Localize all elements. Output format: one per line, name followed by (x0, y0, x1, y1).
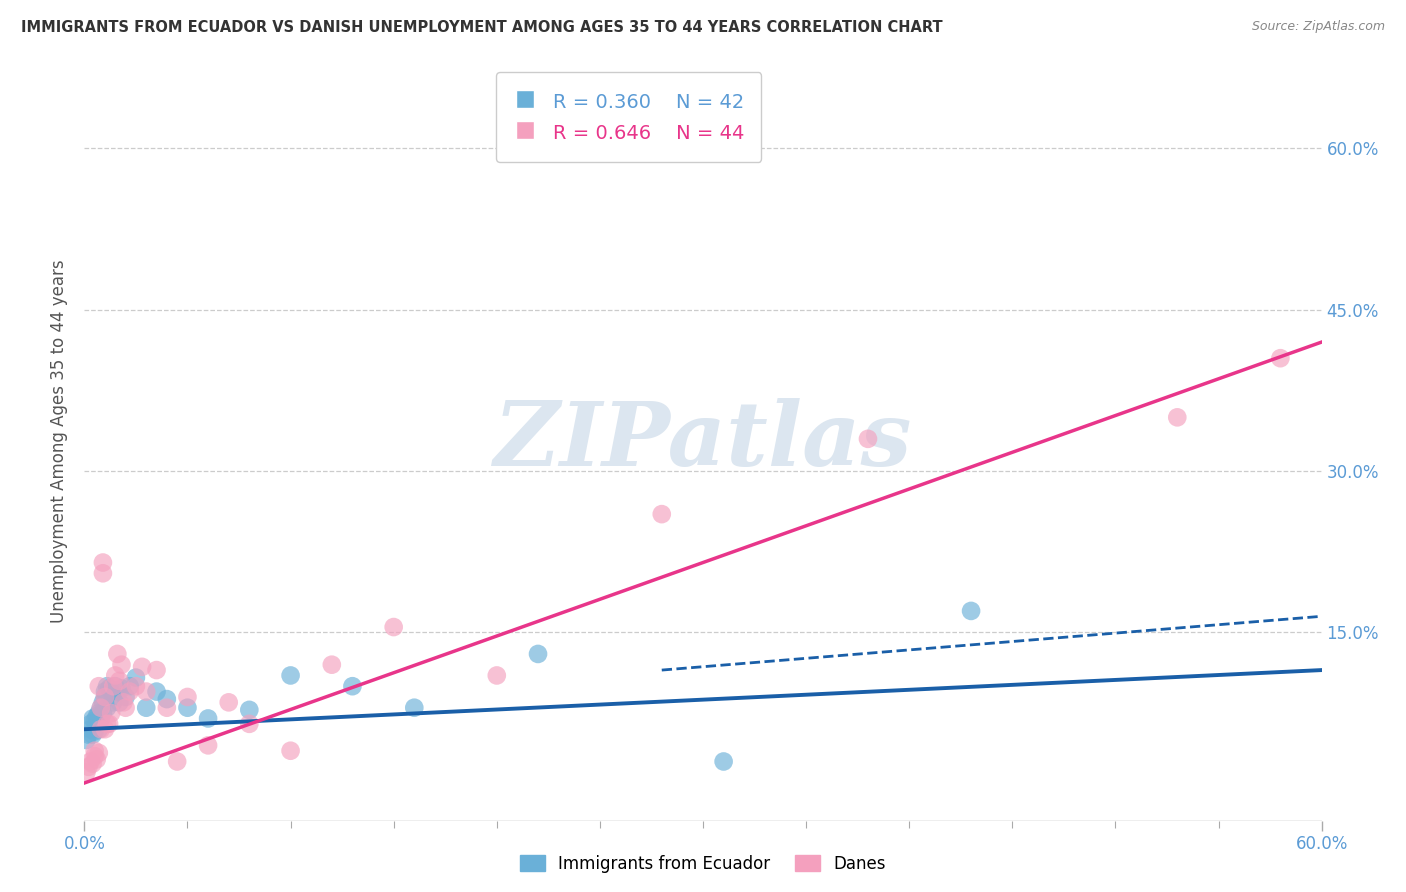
Point (86, 716, 108, 731)
Point (77, 728, 100, 742)
Point (75, 733, 97, 747)
Point (82, 711, 104, 725)
Point (125, 679, 148, 693)
Point (166, 755, 188, 769)
Point (156, 692, 179, 706)
Point (94, 684, 117, 698)
Point (87, 706, 110, 720)
Point (110, 657, 132, 672)
Point (404, 700, 426, 714)
Point (156, 700, 179, 714)
Point (103, 695, 125, 709)
Point (83, 724, 105, 739)
Point (98, 681, 121, 696)
Point (90, 723, 112, 737)
Point (79, 723, 101, 737)
Point (94, 723, 117, 737)
Point (713, 755, 735, 769)
Point (94, 690, 117, 704)
Point (125, 671, 148, 685)
Y-axis label: Unemployment Among Ages 35 to 44 years: Unemployment Among Ages 35 to 44 years (49, 260, 67, 624)
Point (145, 684, 167, 698)
Point (176, 690, 198, 704)
Point (176, 700, 198, 714)
Point (145, 663, 167, 677)
Point (960, 604, 983, 618)
Point (90, 700, 112, 714)
Point (96, 700, 118, 714)
Point (321, 657, 343, 672)
Point (1270, 351, 1292, 366)
Point (87, 679, 110, 693)
Point (342, 679, 364, 693)
Point (87, 723, 110, 737)
Point (105, 684, 128, 698)
Point (280, 668, 302, 682)
Point (651, 507, 673, 521)
Point (96, 716, 118, 731)
Point (382, 620, 405, 634)
Point (108, 673, 131, 688)
Point (112, 695, 135, 709)
Point (118, 684, 141, 698)
Point (197, 739, 219, 753)
Point (83, 749, 105, 764)
Point (856, 432, 879, 446)
Point (100, 706, 122, 720)
Point (197, 711, 219, 725)
Point (131, 660, 153, 674)
Point (83, 714, 105, 728)
Point (238, 716, 260, 731)
Point (100, 684, 122, 698)
Point (91, 566, 114, 581)
Point (114, 690, 136, 704)
Text: IMMIGRANTS FROM ECUADOR VS DANISH UNEMPLOYMENT AMONG AGES 35 TO 44 YEARS CORRELA: IMMIGRANTS FROM ECUADOR VS DANISH UNEMPL… (21, 20, 942, 35)
Point (98, 716, 121, 731)
Text: Source: ZipAtlas.com: Source: ZipAtlas.com (1251, 20, 1385, 33)
Point (96, 679, 118, 693)
Point (114, 700, 136, 714)
Text: ZIPatlas: ZIPatlas (495, 399, 911, 484)
Legend: Immigrants from Ecuador, Danes: Immigrants from Ecuador, Danes (513, 848, 893, 880)
Point (110, 681, 132, 696)
Point (86, 709, 108, 723)
Point (118, 679, 141, 693)
Point (82, 728, 104, 742)
Point (218, 695, 240, 709)
Point (75, 765, 97, 780)
Point (91, 695, 114, 709)
Point (238, 703, 260, 717)
Point (1166, 410, 1188, 425)
Point (135, 700, 157, 714)
Point (82, 756, 104, 771)
Point (527, 647, 550, 661)
Point (485, 668, 508, 682)
Point (87, 746, 110, 760)
Point (90, 700, 112, 714)
Point (91, 706, 114, 720)
Point (91, 556, 114, 570)
Point (90, 711, 112, 725)
Point (105, 647, 128, 661)
Point (104, 668, 127, 682)
Legend: R = 0.360    N = 42, R = 0.646    N = 44: R = 0.360 N = 42, R = 0.646 N = 44 (496, 72, 762, 162)
Point (94, 690, 117, 704)
Point (86, 752, 108, 766)
Point (135, 684, 157, 698)
Point (79, 755, 101, 769)
Point (83, 744, 105, 758)
Point (280, 744, 302, 758)
Point (103, 679, 125, 693)
Point (77, 760, 100, 774)
Point (79, 716, 101, 731)
Point (108, 695, 131, 709)
Point (104, 679, 127, 693)
